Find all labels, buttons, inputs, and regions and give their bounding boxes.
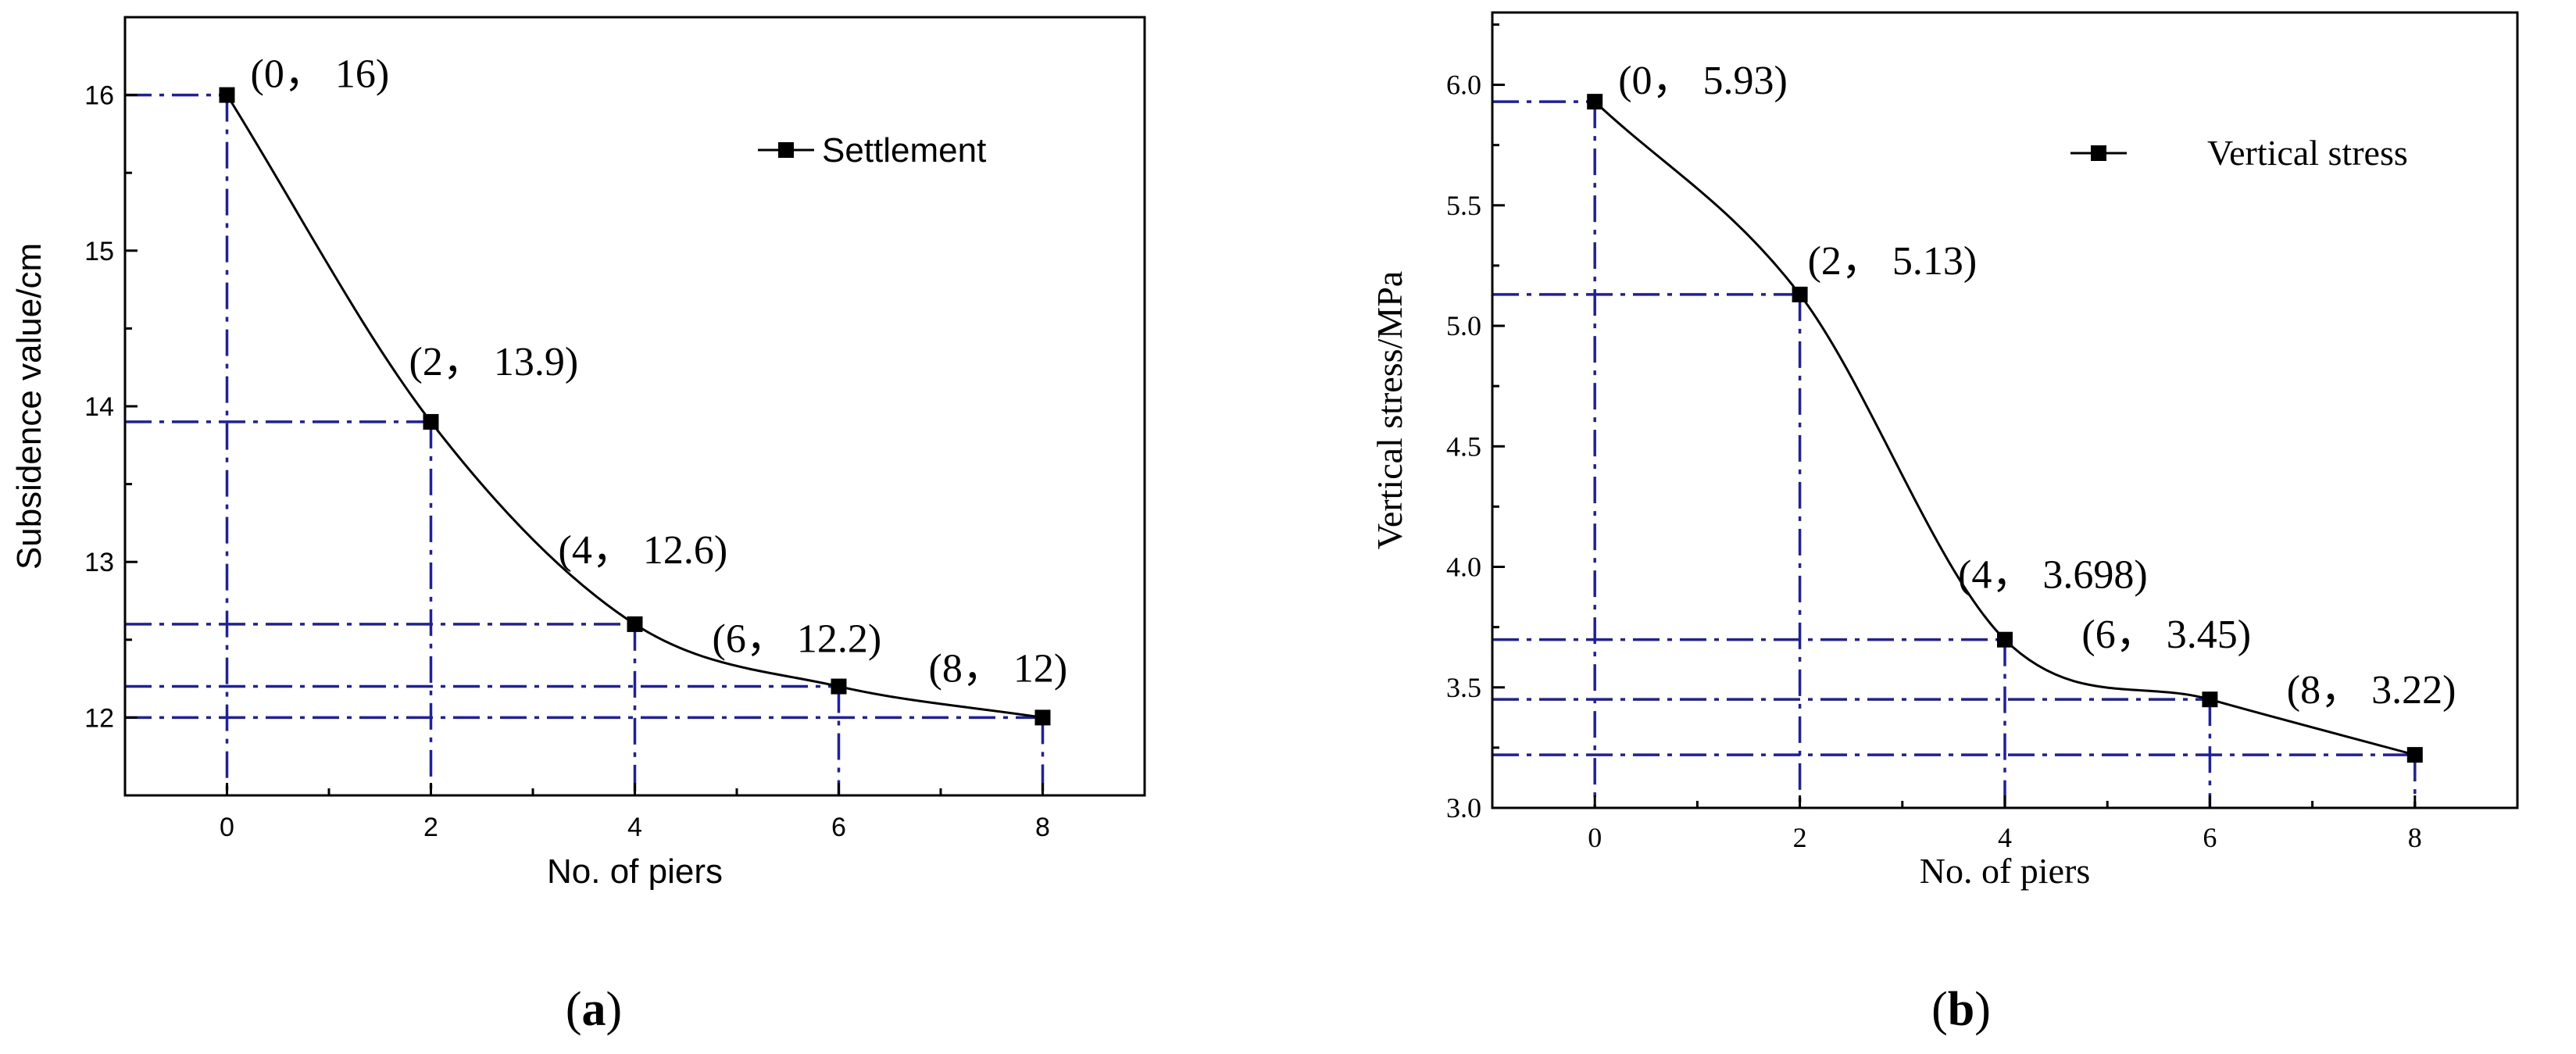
y-tick-label: 3.0 <box>1446 792 1481 824</box>
y-axis-title-b: Vertical stress/MPa <box>1370 271 1409 549</box>
point-annotation: (2， 13.9) <box>409 340 579 384</box>
data-markers-a <box>219 87 1051 726</box>
data-point <box>831 678 847 695</box>
y-ticks-a: 12 13 14 15 16 <box>84 16 138 797</box>
y-tick-label: 13 <box>84 548 114 577</box>
x-axis-title-a: No. of piers <box>547 852 723 891</box>
data-point <box>423 413 439 430</box>
x-tick-label: 6 <box>2203 822 2217 853</box>
point-annotation: (4， 12.6) <box>559 528 728 573</box>
x-ticks-a: 0 2 4 6 8 <box>123 783 1146 842</box>
panel-label-b: (b) <box>1931 983 1991 1036</box>
y-tick-label: 12 <box>84 703 114 733</box>
x-tick-label: 0 <box>1588 822 1602 853</box>
chart-panel-a: 0 2 4 6 8 12 13 14 15 16 (0， 16) (2， 13.9) (4， 12.… <box>10 16 1146 1036</box>
y-tick-label: 6.0 <box>1446 70 1481 101</box>
point-annotation: (8， 12) <box>929 646 1068 691</box>
legend-marker-b <box>2091 145 2106 161</box>
point-annotation: (8， 3.22) <box>2287 668 2456 713</box>
data-point <box>1034 709 1051 726</box>
settlement-curve <box>226 94 1043 719</box>
data-point <box>1997 631 2013 648</box>
data-point <box>2406 747 2423 763</box>
y-tick-label: 16 <box>84 81 114 111</box>
x-tick-label: 2 <box>1793 822 1807 853</box>
x-axis-title-b: No. of piers <box>1920 851 2090 891</box>
vertical-stress-curve <box>1594 101 2416 756</box>
legend-label-b: Vertical stress <box>2207 133 2408 173</box>
point-annotation: (6， 12.2) <box>713 617 882 662</box>
legend-a: Settlement <box>758 131 986 170</box>
x-tick-label: 8 <box>1035 813 1050 842</box>
data-point <box>627 616 643 632</box>
data-point <box>2202 691 2218 708</box>
point-annotations-b: (0， 5.93) (2， 5.13) (4， 3.698) (6， 3.45) (8，… <box>1618 59 2456 713</box>
chart-panel-b: 0 2 4 6 8 3.0 3.5 4.0 4.5 5.0 5.5 6.0 (0， 5.93) (2，… <box>1370 11 2519 1036</box>
point-annotation: (2， 5.13) <box>1808 239 1978 284</box>
x-tick-label: 4 <box>627 813 642 842</box>
point-annotation: (0， 16) <box>251 52 390 97</box>
y-tick-label: 14 <box>84 392 114 422</box>
point-annotation: (4， 3.698) <box>1958 553 2148 598</box>
y-tick-label: 5.0 <box>1446 310 1481 341</box>
legend-b: Vertical stress <box>2070 133 2408 173</box>
data-point <box>1587 94 1603 110</box>
point-annotations-a: (0， 16) (2， 13.9) (4， 12.6) (6， 12.2) (8， 12… <box>251 52 1068 691</box>
data-point <box>219 87 235 103</box>
x-tick-label: 6 <box>831 813 846 842</box>
x-tick-label: 0 <box>220 813 234 842</box>
x-ticks-b: 0 2 4 6 8 <box>1491 795 2519 853</box>
data-point <box>1792 286 1808 302</box>
point-annotation: (6， 3.45) <box>2081 613 2251 657</box>
y-ticks-b: 3.0 3.5 4.0 4.5 5.0 5.5 6.0 <box>1446 23 1505 824</box>
data-markers-b <box>1587 94 2423 763</box>
y-tick-label: 3.5 <box>1446 672 1481 703</box>
y-tick-label: 4.0 <box>1446 552 1481 583</box>
y-tick-label: 5.5 <box>1446 190 1481 221</box>
x-tick-label: 8 <box>2408 822 2422 853</box>
x-tick-label: 4 <box>1998 822 2012 853</box>
panel-label-a: (a) <box>566 983 622 1036</box>
x-tick-label: 2 <box>423 813 438 842</box>
y-tick-label: 4.5 <box>1446 431 1481 462</box>
guide-lines-b <box>1492 100 2417 808</box>
y-axis-title-a: Subsidence value/cm <box>10 243 48 570</box>
guide-lines-a <box>125 93 1045 795</box>
legend-marker-a <box>778 142 794 158</box>
point-annotation: (0， 5.93) <box>1618 59 1788 103</box>
y-tick-label: 15 <box>84 237 114 266</box>
legend-label-a: Settlement <box>822 131 986 170</box>
